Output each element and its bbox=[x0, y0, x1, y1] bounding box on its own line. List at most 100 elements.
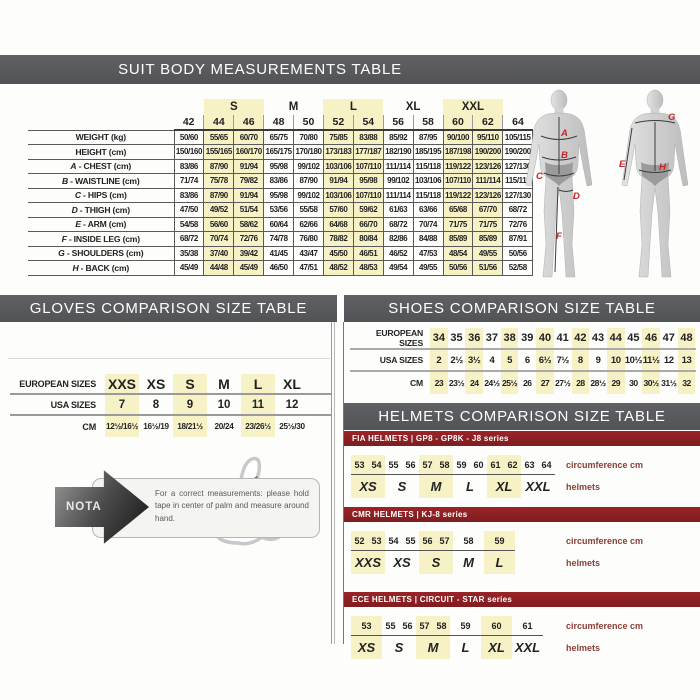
size-group-spacer bbox=[174, 99, 204, 115]
circumference-value: 55 bbox=[405, 535, 416, 546]
gloves-size-table: EUROPEAN SIZES XXS XS S M L XL USA SIZES 7 8 9 10 11… bbox=[10, 374, 332, 437]
suit-table-row: A - CHEST (cm) 83/86 87/90 91/94 95/98 99/102… bbox=[28, 158, 534, 174]
helmet-size-label: XS bbox=[357, 640, 376, 655]
size-value-cell: 8 bbox=[571, 350, 590, 370]
measurement-row-label: C - HIPS (cm) bbox=[28, 187, 175, 203]
size-value-cell: 10 bbox=[217, 398, 231, 411]
measurement-value: 71/75 bbox=[472, 216, 504, 232]
helmet-circumference-values: 60 bbox=[481, 616, 512, 636]
measure-letter: C bbox=[74, 190, 81, 201]
circumference-value: 60 bbox=[491, 620, 502, 631]
measurement-row-label: B - WAISTLINE (cm) bbox=[28, 173, 175, 189]
size-value-cell: 39 bbox=[521, 332, 534, 344]
measurement-row-label: D - THIGH (cm) bbox=[28, 202, 175, 218]
helmet-size-label: M bbox=[463, 555, 474, 570]
helmet-circumference-values: 59 bbox=[450, 616, 481, 636]
size-column-header: 58 bbox=[412, 115, 444, 131]
measurement-value: 182/190 bbox=[382, 144, 414, 160]
measurement-value: 47/53 bbox=[412, 245, 444, 261]
helmets-label: helmets bbox=[566, 557, 601, 568]
measurement-value: 70/80 bbox=[293, 129, 324, 145]
measurement-value: 60/70 bbox=[233, 129, 265, 145]
measurement-value: 48/53 bbox=[352, 260, 384, 276]
helmet-size-group: 58 M bbox=[453, 531, 484, 574]
size-column-header: 52 bbox=[322, 115, 354, 131]
measurement-value: 107/110 bbox=[352, 158, 384, 174]
helmet-size-groups: 53 XS 55 56 S 57 58 M 59 L 60 XL 61 XXL bbox=[351, 616, 543, 659]
size-value-cell: 23 bbox=[430, 372, 448, 394]
measurement-value: 68/72 bbox=[173, 231, 205, 247]
size-value-cell: L bbox=[241, 374, 275, 393]
helmets-table-title: HELMETS COMPARISON SIZE TABLE bbox=[378, 408, 666, 425]
measurement-value: 45/49 bbox=[173, 260, 205, 276]
circumference-value: 57 bbox=[439, 535, 450, 546]
measurement-value: 115/118 bbox=[412, 187, 444, 203]
circumference-value: 52 bbox=[354, 535, 365, 546]
measurement-value: 150/160 bbox=[173, 144, 205, 160]
helmet-size-label: S bbox=[431, 555, 441, 570]
measurement-value: 83/88 bbox=[352, 129, 384, 145]
size-value-cell: 7½ bbox=[556, 354, 569, 366]
figure-back: G E H bbox=[619, 89, 689, 278]
measurement-value: 90/100 bbox=[442, 129, 474, 145]
gloves-row: USA SIZES 7 8 9 10 11 12 bbox=[10, 395, 332, 416]
measurement-value: 44/48 bbox=[203, 260, 235, 276]
measurement-value: 187/198 bbox=[442, 144, 474, 160]
size-value-cell: 2 bbox=[430, 350, 448, 370]
helmet-size-label: S bbox=[394, 640, 404, 655]
measurement-value: 75/78 bbox=[203, 173, 235, 189]
measurement-value: 47/51 bbox=[293, 260, 324, 276]
measurement-value: 103/106 bbox=[322, 187, 354, 203]
helmet-circumference-values: 54 55 bbox=[385, 531, 419, 551]
measurement-row-label: A - CHEST (cm) bbox=[28, 158, 175, 174]
helmet-size-label: M bbox=[430, 479, 442, 494]
measurement-value: 45/50 bbox=[322, 245, 354, 261]
row-label: EUROPEAN SIZES bbox=[19, 378, 96, 389]
thigh-letter: D bbox=[573, 191, 580, 202]
measurement-value: 87/90 bbox=[293, 173, 324, 189]
size-value-cell: XL bbox=[283, 375, 301, 392]
measurement-value: 35/38 bbox=[173, 245, 205, 261]
size-value-cell: 28½ bbox=[590, 378, 606, 388]
measurement-value: 99/102 bbox=[293, 158, 324, 174]
measurement-value: 57/60 bbox=[322, 202, 354, 218]
helmet-section: ECE HELMETS | CIRCUIT - STAR series 53 XS 5… bbox=[344, 592, 700, 664]
measurement-row-label: F - INSIDE LEG (cm) bbox=[28, 231, 175, 247]
helmet-size-label: L bbox=[461, 640, 470, 655]
circumference-value: 58 bbox=[439, 459, 450, 470]
measurement-value: 190/200 bbox=[472, 144, 504, 160]
size-column-header: 64 bbox=[502, 115, 533, 131]
size-value-cell: 46 bbox=[642, 328, 660, 348]
size-value-cell: 26 bbox=[523, 378, 532, 388]
measurement-value: 83/86 bbox=[263, 173, 295, 189]
helmet-size-label: XS bbox=[359, 479, 377, 494]
measurement-value: 50/56 bbox=[442, 260, 474, 276]
size-value-cell: 45 bbox=[627, 332, 640, 344]
measurement-value: 83/86 bbox=[173, 187, 205, 203]
back-letter: H bbox=[659, 162, 667, 173]
measurement-value: 87/90 bbox=[203, 187, 235, 203]
measurement-value: 95/98 bbox=[263, 187, 295, 203]
circumference-value: 62 bbox=[507, 459, 518, 470]
size-value-cell: 3½ bbox=[465, 350, 484, 370]
helmet-size-group: 61 62 XL bbox=[487, 455, 521, 498]
size-value-cell: 38 bbox=[500, 328, 519, 348]
hips-letter: C bbox=[536, 171, 543, 182]
measurement-value: 99/102 bbox=[382, 173, 414, 189]
helmet-circumference-values: 58 bbox=[453, 531, 484, 551]
size-value-cell: 20/24 bbox=[214, 422, 234, 431]
circumference-value: 56 bbox=[422, 535, 433, 546]
measurement-value: 70/74 bbox=[203, 231, 235, 247]
helmet-size-group: 59 60 L bbox=[453, 455, 487, 498]
suit-measurements-table: S M L XL XXL 42 44 46 48 50 52 54 56 58 60 62 64 WEIGHT (… bbox=[28, 99, 534, 276]
helmet-size-group: 59 L bbox=[450, 616, 481, 659]
shoes-table-title: SHOES COMPARISON SIZE TABLE bbox=[388, 300, 656, 317]
helmet-size-label: L bbox=[466, 479, 474, 494]
size-value-cell: 12 bbox=[663, 354, 674, 366]
size-value-cell: 27 bbox=[536, 372, 554, 394]
circumference-cm-label: circumference cm bbox=[566, 621, 644, 631]
measurement-value: 60/64 bbox=[263, 216, 295, 232]
measurement-value: 74/78 bbox=[263, 231, 295, 247]
size-group-m: M bbox=[288, 101, 299, 113]
measurement-value: 127/130 bbox=[502, 187, 534, 203]
